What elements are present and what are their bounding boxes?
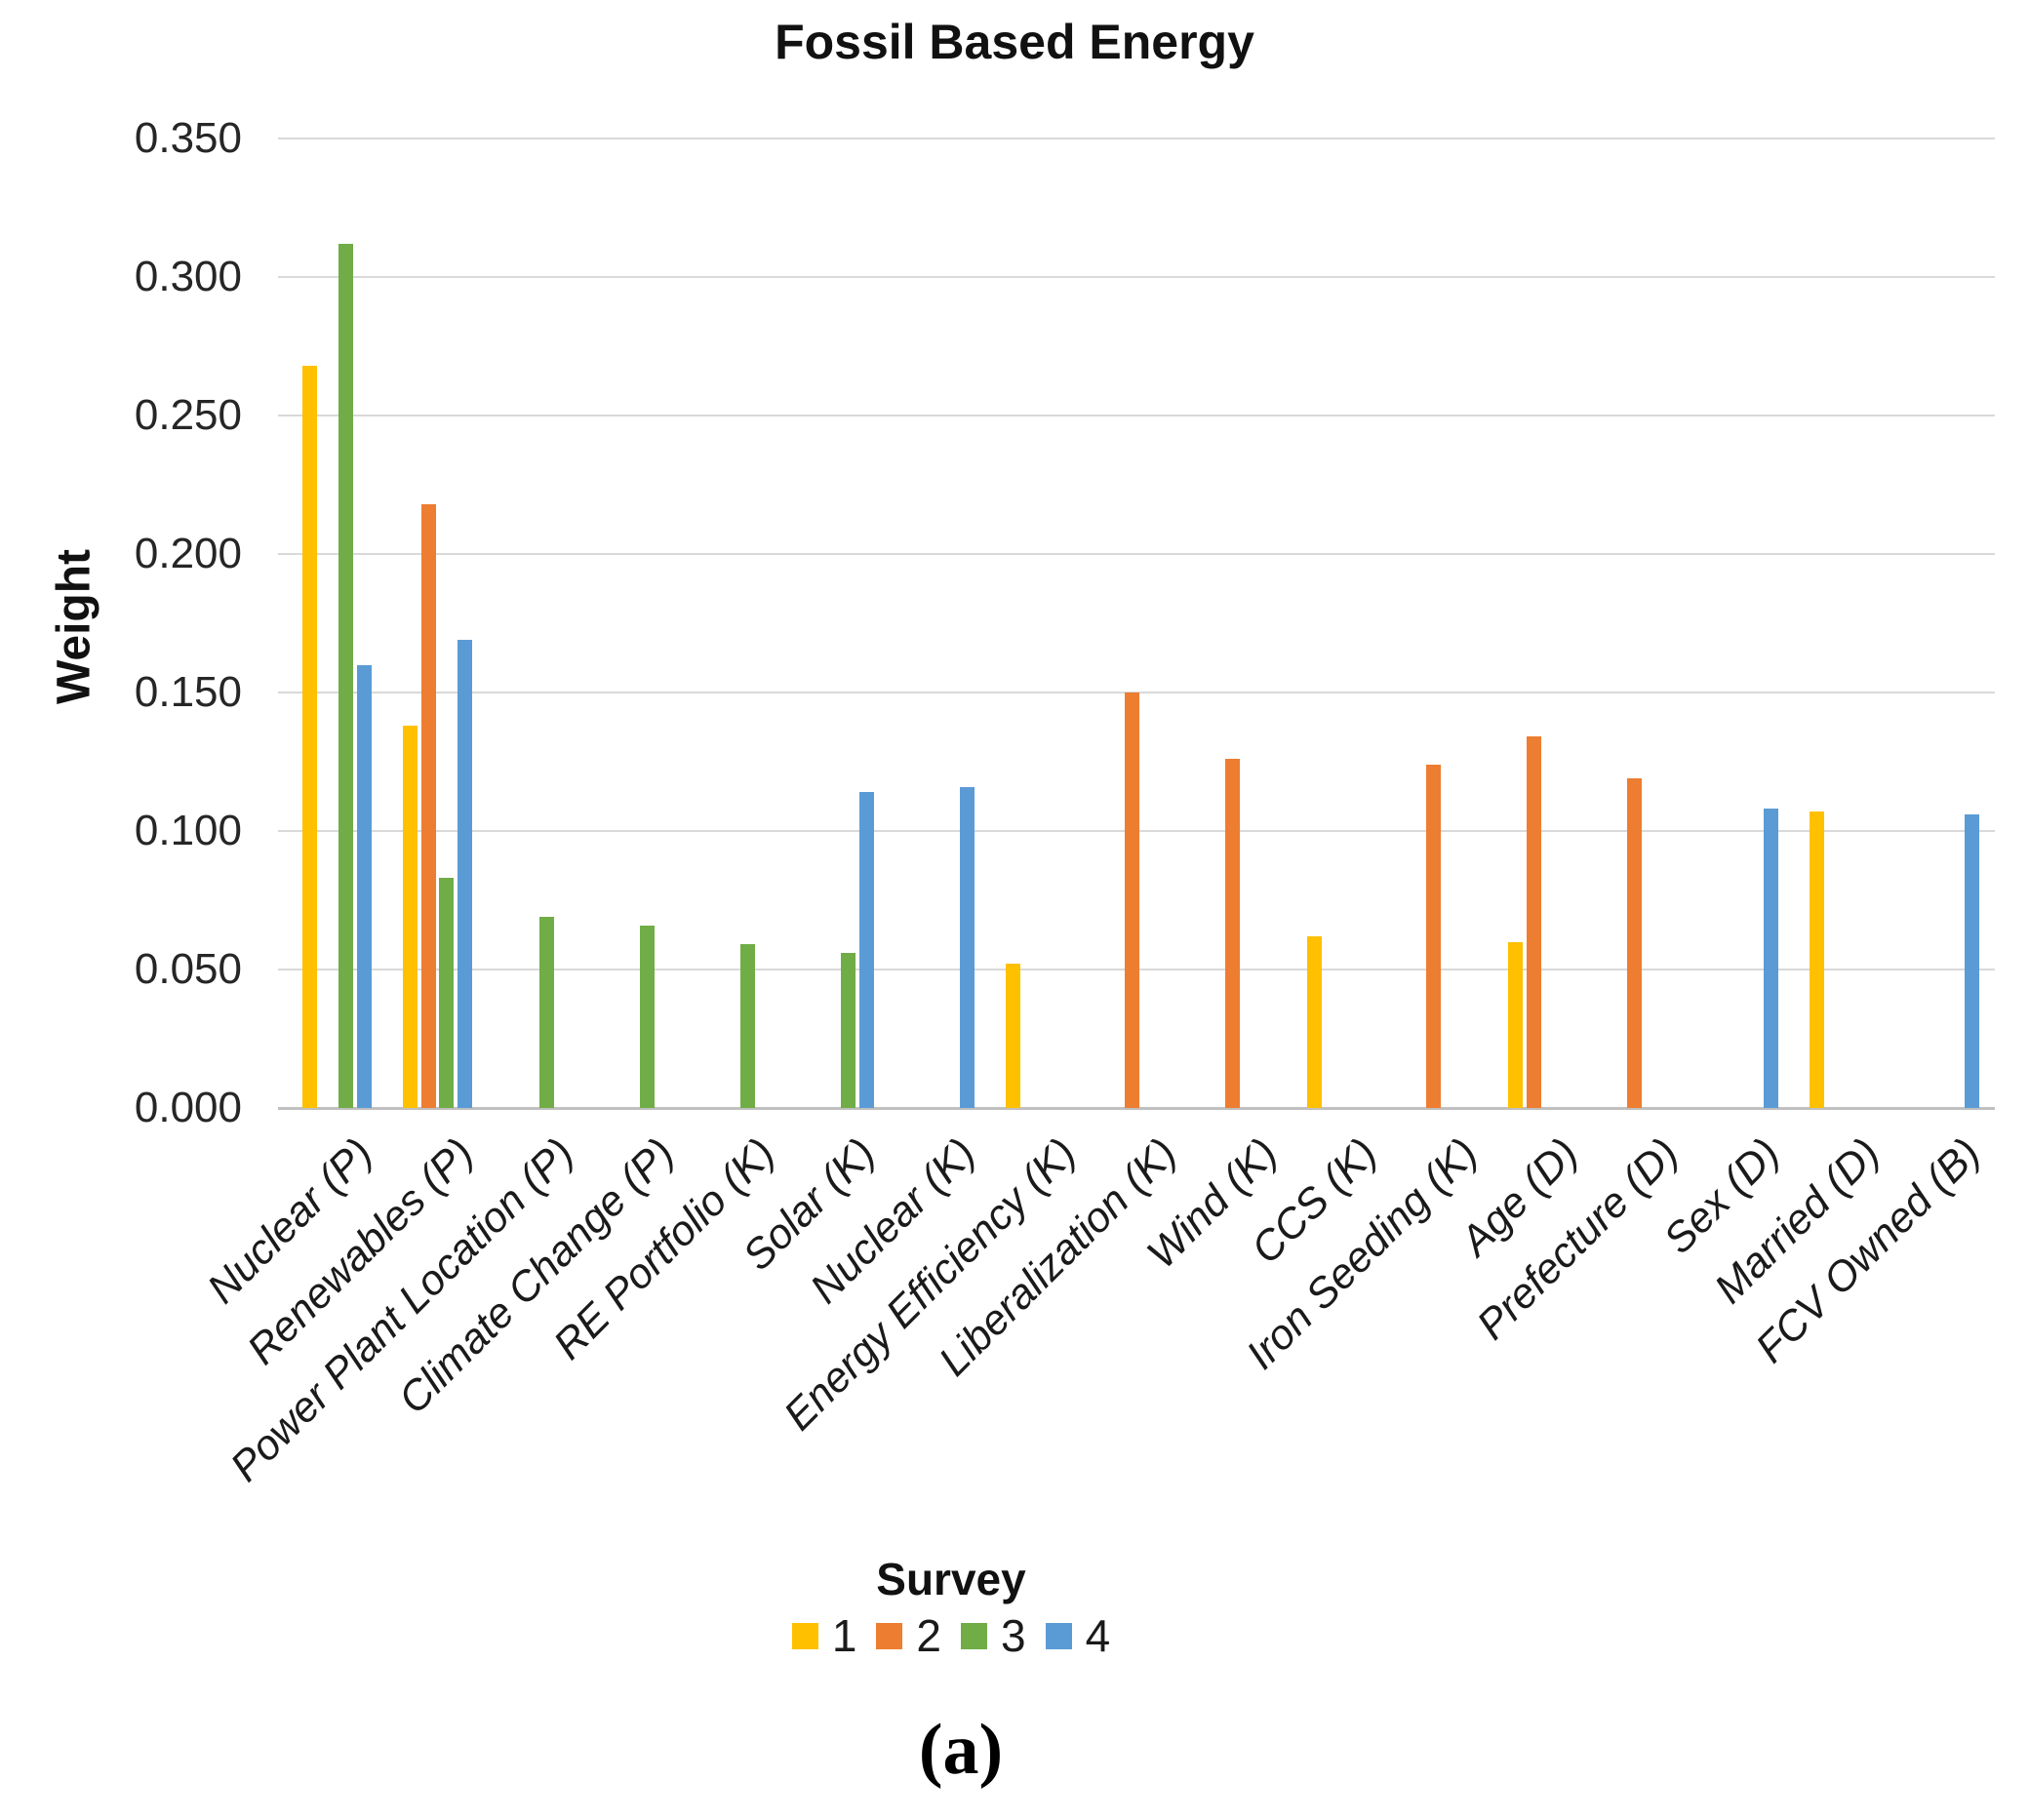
- legend-swatch-icon: [876, 1622, 903, 1649]
- legend-swatch-icon: [791, 1622, 818, 1649]
- gridline: [278, 276, 1995, 278]
- bar-survey1-ccs-k: [1307, 936, 1323, 1108]
- legend-item-label: 4: [1085, 1610, 1111, 1661]
- bar-survey3-solar-k: [841, 953, 856, 1108]
- bar-survey1-energy-efficiency-k: [1006, 964, 1021, 1108]
- bar-survey2-wind-k: [1224, 759, 1240, 1108]
- legend-item-label: 1: [831, 1610, 857, 1661]
- bar-survey1-renewables-p: [403, 726, 418, 1108]
- figure-caption: (a): [918, 1710, 1004, 1790]
- bar-survey2-liberalization-k: [1124, 692, 1139, 1108]
- bar-survey2-renewables-p: [420, 504, 436, 1108]
- legend-title: Survey: [876, 1554, 1026, 1604]
- bar-survey3-renewables-p: [439, 878, 455, 1108]
- legend-item-label: 3: [1001, 1610, 1026, 1661]
- legend: 1 2 3 4: [0, 1609, 1902, 1662]
- bar-survey4-solar-k: [858, 792, 874, 1108]
- legend-item-label: 2: [916, 1610, 941, 1661]
- gridline: [278, 138, 1995, 139]
- y-tick-label: 0.150: [134, 668, 242, 716]
- gridline: [278, 415, 1995, 416]
- chart-title: Fossil Based Energy: [775, 15, 1254, 69]
- bar-survey2-iron-seeding-k: [1425, 765, 1441, 1108]
- y-tick-label: 0.300: [134, 253, 242, 300]
- y-tick-label: 0.250: [134, 391, 242, 439]
- legend-item-survey-3: 3: [961, 1609, 1026, 1662]
- legend-item-survey-4: 4: [1045, 1609, 1111, 1662]
- legend-swatch-icon: [961, 1622, 987, 1649]
- bar-survey1-married-d: [1810, 811, 1825, 1108]
- bar-survey2-age-d: [1526, 736, 1541, 1108]
- bar-survey4-sex-d: [1763, 809, 1778, 1108]
- bar-survey4-nuclear-p: [356, 665, 372, 1108]
- gridline: [278, 553, 1995, 555]
- bar-survey4-nuclear-k: [959, 787, 975, 1108]
- y-tick-label: 0.000: [134, 1084, 242, 1131]
- y-tick-label: 0.200: [134, 530, 242, 577]
- bar-survey2-prefecture-d: [1626, 778, 1642, 1108]
- x-axis-line: [278, 1107, 1995, 1110]
- bar-survey3-nuclear-p: [338, 244, 354, 1108]
- y-tick-label: 0.050: [134, 945, 242, 993]
- legend-item-survey-1: 1: [791, 1609, 857, 1662]
- bar-survey1-nuclear-p: [302, 366, 318, 1108]
- bar-survey3-climate-change-p: [640, 926, 656, 1108]
- bar-survey1-age-d: [1508, 942, 1524, 1108]
- plot-area: [278, 138, 1995, 1110]
- legend-item-survey-2: 2: [876, 1609, 941, 1662]
- bar-survey3-re-portfolio-k: [740, 944, 756, 1108]
- y-tick-label: 0.100: [134, 807, 242, 854]
- bar-survey3-power-plant-location-p: [539, 917, 555, 1108]
- bar-survey4-renewables-p: [457, 640, 472, 1108]
- legend-swatch-icon: [1045, 1622, 1072, 1649]
- bar-survey4-fcv-owned-b: [1964, 814, 1979, 1108]
- y-tick-label: 0.350: [134, 114, 242, 162]
